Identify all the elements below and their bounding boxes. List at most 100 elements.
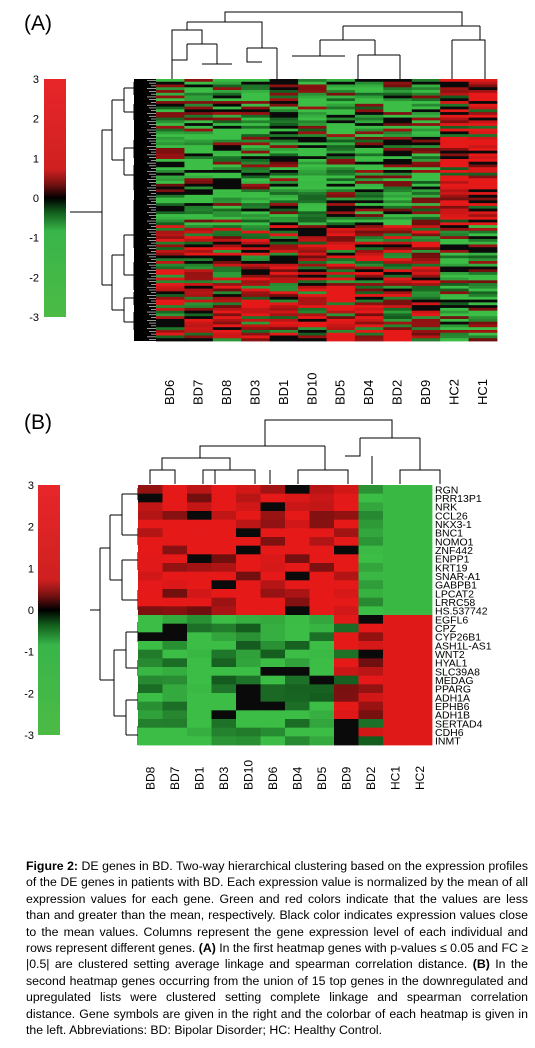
- heatmap-b-cell: [260, 545, 286, 555]
- heatmap-a-cell: [383, 335, 413, 339]
- heatmap-b-column-label: BD6: [266, 766, 280, 790]
- heatmap-b-cell: [260, 649, 286, 659]
- heatmap-b-cell: [334, 632, 359, 642]
- heatmap-a-cell: [468, 216, 498, 221]
- heatmap-a-cell: [298, 186, 327, 190]
- heatmap-a-cell: [269, 277, 299, 281]
- heatmap-a-cell: [411, 263, 441, 267]
- heatmap-b-cell: [187, 710, 212, 720]
- heatmap-b-cell: [260, 641, 286, 651]
- heatmap-a-cell: [241, 249, 271, 254]
- heatmap-a-cell: [326, 109, 356, 113]
- heatmap-a-cell: [326, 134, 356, 138]
- heatmap-a-cell: [326, 305, 356, 309]
- heatmap-a-cell: [269, 211, 299, 215]
- heatmap-a-cell: [411, 139, 441, 143]
- heatmap-b-cell: [211, 632, 237, 642]
- heatmap-a-cell: [184, 233, 214, 237]
- heatmap-a-cell: [184, 79, 214, 83]
- heatmap-a-cell: [440, 307, 469, 312]
- heatmap-a-cell: [468, 197, 498, 201]
- heatmap-b-cell: [334, 597, 359, 607]
- heatmap-a-cell: [156, 200, 185, 204]
- heatmap-a-cell: [411, 156, 441, 160]
- heatmap-b-cell: [260, 615, 286, 625]
- heatmap-a-cell: [383, 101, 413, 105]
- heatmap-a-cell: [156, 128, 185, 132]
- panel-b-colorbar-gradient: [38, 485, 60, 735]
- heatmap-a-cell: [241, 216, 271, 221]
- heatmap-a-column-label: BD6: [162, 380, 177, 405]
- heatmap-a-cell: [326, 84, 356, 88]
- heatmap-a-cell: [298, 200, 327, 204]
- heatmap-b-cell: [211, 658, 237, 668]
- heatmap-b-cell: [211, 571, 237, 581]
- heatmap-a-cell: [440, 291, 469, 295]
- heatmap-a-cell: [326, 216, 356, 221]
- heatmap-b-cell: [187, 597, 212, 607]
- heatmap-b-cell: [334, 563, 359, 573]
- heatmap-a-cell: [241, 172, 271, 176]
- heatmap-a-cell: [241, 263, 271, 267]
- heatmap-a-cell: [383, 175, 413, 179]
- heatmap-a-cell: [411, 302, 441, 306]
- panel-b-row-labels: RGNPRR13P1NRKCCL26NKX3-1BNC1NOMO1ZNF442E…: [435, 484, 492, 747]
- heatmap-a-cell: [184, 92, 214, 96]
- heatmap-a-cell: [184, 200, 214, 204]
- heatmap-b-cell: [162, 632, 188, 642]
- heatmap-b-cell: [334, 710, 359, 720]
- heatmap-a-cell: [269, 167, 299, 171]
- heatmap-a-cell: [156, 266, 185, 270]
- heatmap-a-cell: [326, 156, 356, 160]
- heatmap-a-cell: [440, 197, 469, 201]
- heatmap-b-row-label: INMT: [435, 736, 461, 748]
- heatmap-b-cell: [407, 511, 433, 521]
- heatmap-a-cell: [184, 205, 214, 210]
- heatmap-a-cell: [468, 296, 498, 301]
- heatmap-b-cell: [334, 606, 359, 616]
- heatmap-a-cell: [326, 114, 356, 119]
- heatmap-a-cell: [212, 302, 242, 306]
- heatmap-a-cell: [241, 98, 271, 102]
- heatmap-a-cell: [298, 139, 327, 143]
- heatmap-a-cell: [212, 150, 242, 154]
- heatmap-a-cell: [184, 313, 214, 317]
- heatmap-a-cell: [298, 205, 327, 210]
- heatmap-a-cell: [326, 145, 356, 149]
- heatmap-a-cell: [184, 147, 214, 152]
- heatmap-a-cell: [326, 263, 356, 267]
- heatmap-a-cell: [326, 205, 356, 210]
- heatmap-a-cell: [326, 164, 356, 168]
- heatmap-a-cell: [440, 288, 469, 292]
- heatmap-b-cell: [138, 736, 163, 746]
- heatmap-a-cell: [440, 335, 469, 339]
- heatmap-a-cell: [156, 175, 185, 179]
- heatmap-a-cell: [184, 161, 214, 165]
- heatmap-a-cell: [269, 225, 299, 229]
- heatmap-b-cell: [285, 693, 310, 703]
- heatmap-b-cell: [407, 641, 433, 651]
- heatmap-a-cell: [326, 277, 356, 281]
- heatmap-a-cell: [241, 307, 271, 312]
- heatmap-a-cell: [298, 261, 327, 265]
- heatmap-a-cell: [326, 92, 356, 96]
- heatmap-b-cell: [187, 554, 212, 564]
- heatmap-a-cell: [411, 101, 441, 105]
- heatmap-a-cell: [184, 302, 214, 306]
- heatmap-b-cell: [334, 615, 359, 625]
- heatmap-b-cell: [236, 545, 261, 555]
- heatmap-a-cell: [440, 123, 469, 127]
- heatmap-a-cell: [184, 87, 214, 91]
- heatmap-a-cell: [212, 147, 242, 152]
- heatmap-b-cell: [383, 623, 408, 633]
- heatmap-a-cell: [269, 285, 299, 289]
- heatmap-a-cell: [298, 128, 327, 132]
- heatmap-a-cell: [468, 236, 498, 240]
- heatmap-a-cell: [354, 109, 384, 113]
- heatmap-a-cell: [212, 324, 242, 328]
- heatmap-a-column-label: BD5: [333, 380, 348, 405]
- heatmap-a-cell: [383, 120, 413, 124]
- heatmap-b-cell: [383, 519, 408, 529]
- heatmap-a-cell: [440, 230, 469, 234]
- heatmap-a-cell: [298, 216, 327, 221]
